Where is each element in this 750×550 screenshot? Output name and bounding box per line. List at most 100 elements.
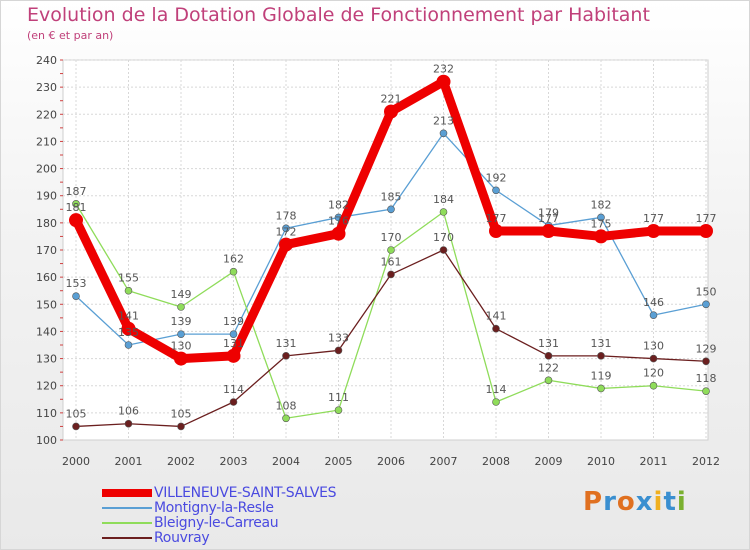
chart-subtitle: (en € et par an) — [27, 29, 114, 42]
data-point — [597, 352, 605, 360]
y-tick-label: 190 — [36, 190, 57, 203]
data-label: 149 — [171, 288, 192, 301]
y-tick-label: 110 — [36, 407, 57, 420]
data-label: 141 — [486, 310, 507, 323]
data-label: 131 — [276, 337, 297, 350]
data-point — [124, 419, 133, 428]
data-point — [544, 376, 553, 385]
y-tick-label: 200 — [36, 163, 57, 176]
y-tick-label: 130 — [36, 353, 57, 366]
data-label: 181 — [66, 201, 87, 214]
data-point — [121, 321, 136, 336]
legend-swatch — [102, 537, 152, 539]
data-point — [544, 352, 553, 360]
y-tick-label: 240 — [36, 54, 57, 67]
data-label: 114 — [223, 383, 244, 396]
data-label: 172 — [276, 226, 297, 239]
data-label: 131 — [223, 337, 244, 350]
y-tick-label: 120 — [36, 380, 57, 393]
logo-letter: i — [653, 487, 664, 517]
logo-letter: P — [583, 487, 604, 517]
y-tick-label: 180 — [36, 217, 57, 230]
data-point — [334, 406, 343, 414]
logo-letter: r — [603, 487, 617, 517]
data-point — [492, 398, 500, 406]
data-point — [384, 104, 398, 119]
data-point — [699, 224, 713, 238]
x-tick-label: 2001 — [115, 455, 143, 468]
data-label: 150 — [696, 285, 717, 298]
x-tick-label: 2011 — [640, 455, 668, 468]
y-tick-label: 140 — [36, 325, 57, 338]
data-point — [331, 226, 346, 241]
data-point — [492, 324, 500, 333]
x-tick-label: 2004 — [272, 455, 300, 468]
legend-label: Bleigny-le-Carreau — [154, 515, 279, 531]
data-label: 129 — [696, 342, 717, 355]
data-label: 131 — [538, 337, 559, 350]
proxiti-logo: Proxiti — [583, 487, 687, 517]
data-point — [387, 246, 395, 254]
data-point — [226, 348, 241, 363]
data-point — [177, 303, 185, 311]
data-label: 155 — [118, 272, 139, 285]
data-label: 187 — [66, 185, 87, 198]
data-label: 131 — [591, 337, 612, 350]
data-label: 177 — [696, 212, 717, 225]
data-point — [124, 341, 133, 349]
data-point — [282, 414, 290, 423]
data-point — [439, 129, 448, 138]
data-label: 177 — [538, 212, 559, 225]
data-point — [594, 229, 608, 244]
data-point — [702, 387, 710, 395]
data-point — [229, 267, 238, 276]
y-tick-label: 210 — [36, 135, 57, 148]
data-label: 185 — [381, 190, 402, 203]
logo-letter: t — [663, 487, 677, 517]
data-label: 192 — [486, 171, 507, 184]
data-point — [649, 381, 658, 390]
data-label: 130 — [643, 340, 664, 353]
data-point — [489, 224, 503, 238]
logo-letter: i — [676, 487, 687, 517]
data-label: 106 — [118, 405, 139, 418]
data-point — [177, 330, 185, 338]
x-tick-label: 2006 — [377, 455, 405, 468]
logo-letter: x — [635, 487, 654, 517]
legend-swatch — [102, 522, 152, 524]
data-point — [439, 208, 448, 216]
data-label: 119 — [591, 369, 612, 382]
data-point — [436, 74, 451, 89]
data-point — [177, 422, 185, 431]
x-tick-label: 2007 — [430, 455, 458, 468]
data-label: 122 — [538, 361, 559, 374]
x-tick-label: 2008 — [482, 455, 510, 468]
legend-swatch — [102, 489, 152, 497]
chart-title: Evolution de la Dotation Globale de Fonc… — [27, 4, 650, 26]
data-label: 111 — [328, 391, 349, 404]
data-label: 170 — [433, 231, 454, 244]
data-point — [282, 352, 290, 360]
legend-label: Montigny-la-Resle — [154, 500, 274, 516]
data-label: 182 — [591, 198, 612, 211]
data-point — [124, 286, 133, 295]
data-point — [702, 357, 710, 366]
data-label: 184 — [433, 193, 454, 206]
data-point — [649, 354, 658, 363]
data-label: 232 — [433, 63, 454, 76]
data-label: 170 — [381, 231, 402, 244]
data-label: 153 — [66, 277, 87, 290]
data-point — [229, 330, 238, 338]
data-point — [702, 300, 710, 309]
data-point — [229, 398, 238, 406]
data-label: 178 — [276, 209, 297, 222]
data-label: 133 — [328, 331, 349, 344]
data-point — [334, 346, 343, 355]
data-label: 176 — [328, 215, 349, 228]
data-label: 108 — [276, 399, 297, 412]
data-point — [387, 205, 395, 214]
y-tick-label: 230 — [36, 81, 57, 94]
data-point — [72, 292, 80, 300]
data-label: 221 — [381, 93, 402, 106]
